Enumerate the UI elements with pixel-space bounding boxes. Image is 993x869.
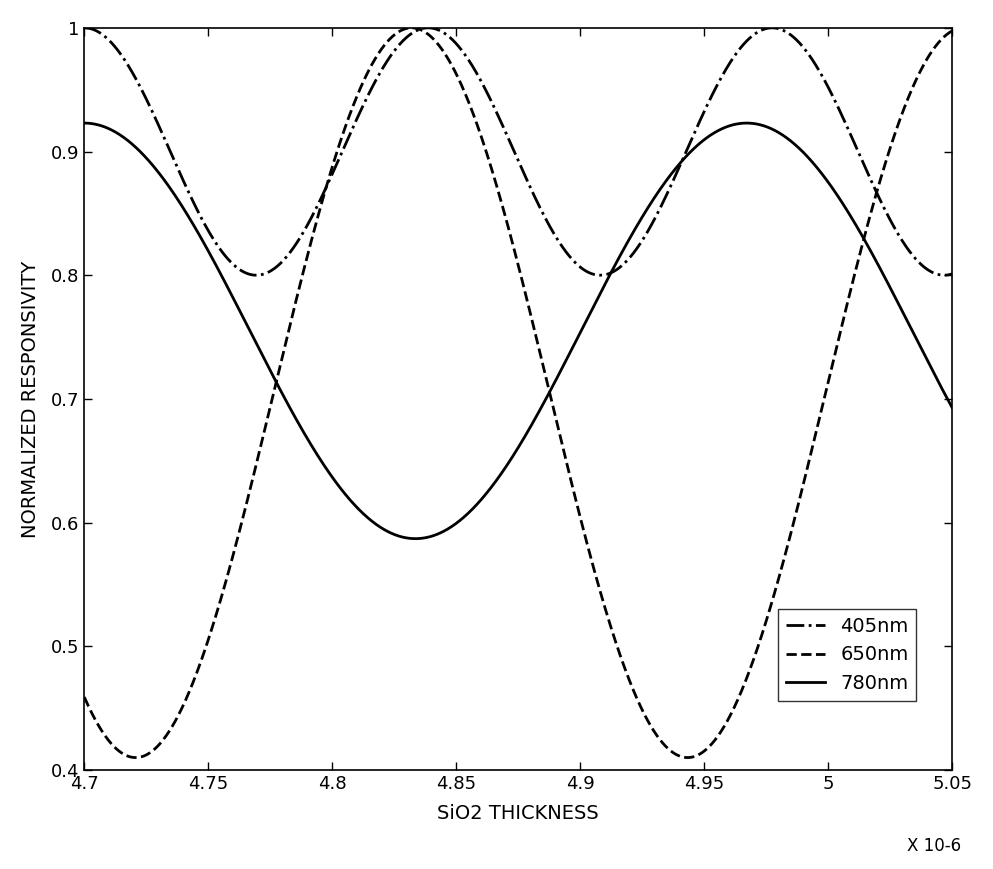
650nm bbox=[129, 753, 141, 763]
Text: X 10-6: X 10-6 bbox=[907, 837, 961, 855]
650nm bbox=[78, 692, 90, 702]
780nm bbox=[409, 534, 421, 544]
780nm bbox=[500, 461, 512, 471]
Line: 780nm: 780nm bbox=[84, 123, 952, 539]
650nm bbox=[922, 53, 933, 63]
780nm bbox=[946, 402, 958, 413]
780nm bbox=[478, 491, 490, 501]
405nm bbox=[122, 61, 134, 71]
650nm bbox=[501, 218, 513, 229]
Line: 650nm: 650nm bbox=[84, 28, 952, 758]
405nm bbox=[478, 81, 490, 91]
Legend: 405nm, 650nm, 780nm: 405nm, 650nm, 780nm bbox=[779, 609, 917, 701]
405nm bbox=[922, 264, 933, 275]
650nm bbox=[922, 52, 933, 63]
405nm bbox=[763, 23, 775, 33]
650nm bbox=[763, 608, 775, 619]
780nm bbox=[922, 355, 933, 366]
Y-axis label: NORMALIZED RESPONSIVITY: NORMALIZED RESPONSIVITY bbox=[21, 260, 40, 538]
X-axis label: SiO2 THICKNESS: SiO2 THICKNESS bbox=[437, 804, 599, 823]
405nm bbox=[250, 270, 262, 281]
780nm bbox=[922, 355, 933, 365]
780nm bbox=[78, 118, 90, 129]
405nm bbox=[78, 23, 90, 33]
780nm bbox=[763, 123, 775, 133]
405nm bbox=[922, 264, 933, 275]
780nm bbox=[122, 136, 134, 146]
Line: 405nm: 405nm bbox=[84, 28, 952, 275]
405nm bbox=[946, 269, 958, 279]
650nm bbox=[122, 751, 134, 761]
405nm bbox=[500, 129, 512, 140]
650nm bbox=[946, 26, 958, 36]
650nm bbox=[479, 140, 491, 150]
650nm bbox=[406, 23, 418, 33]
